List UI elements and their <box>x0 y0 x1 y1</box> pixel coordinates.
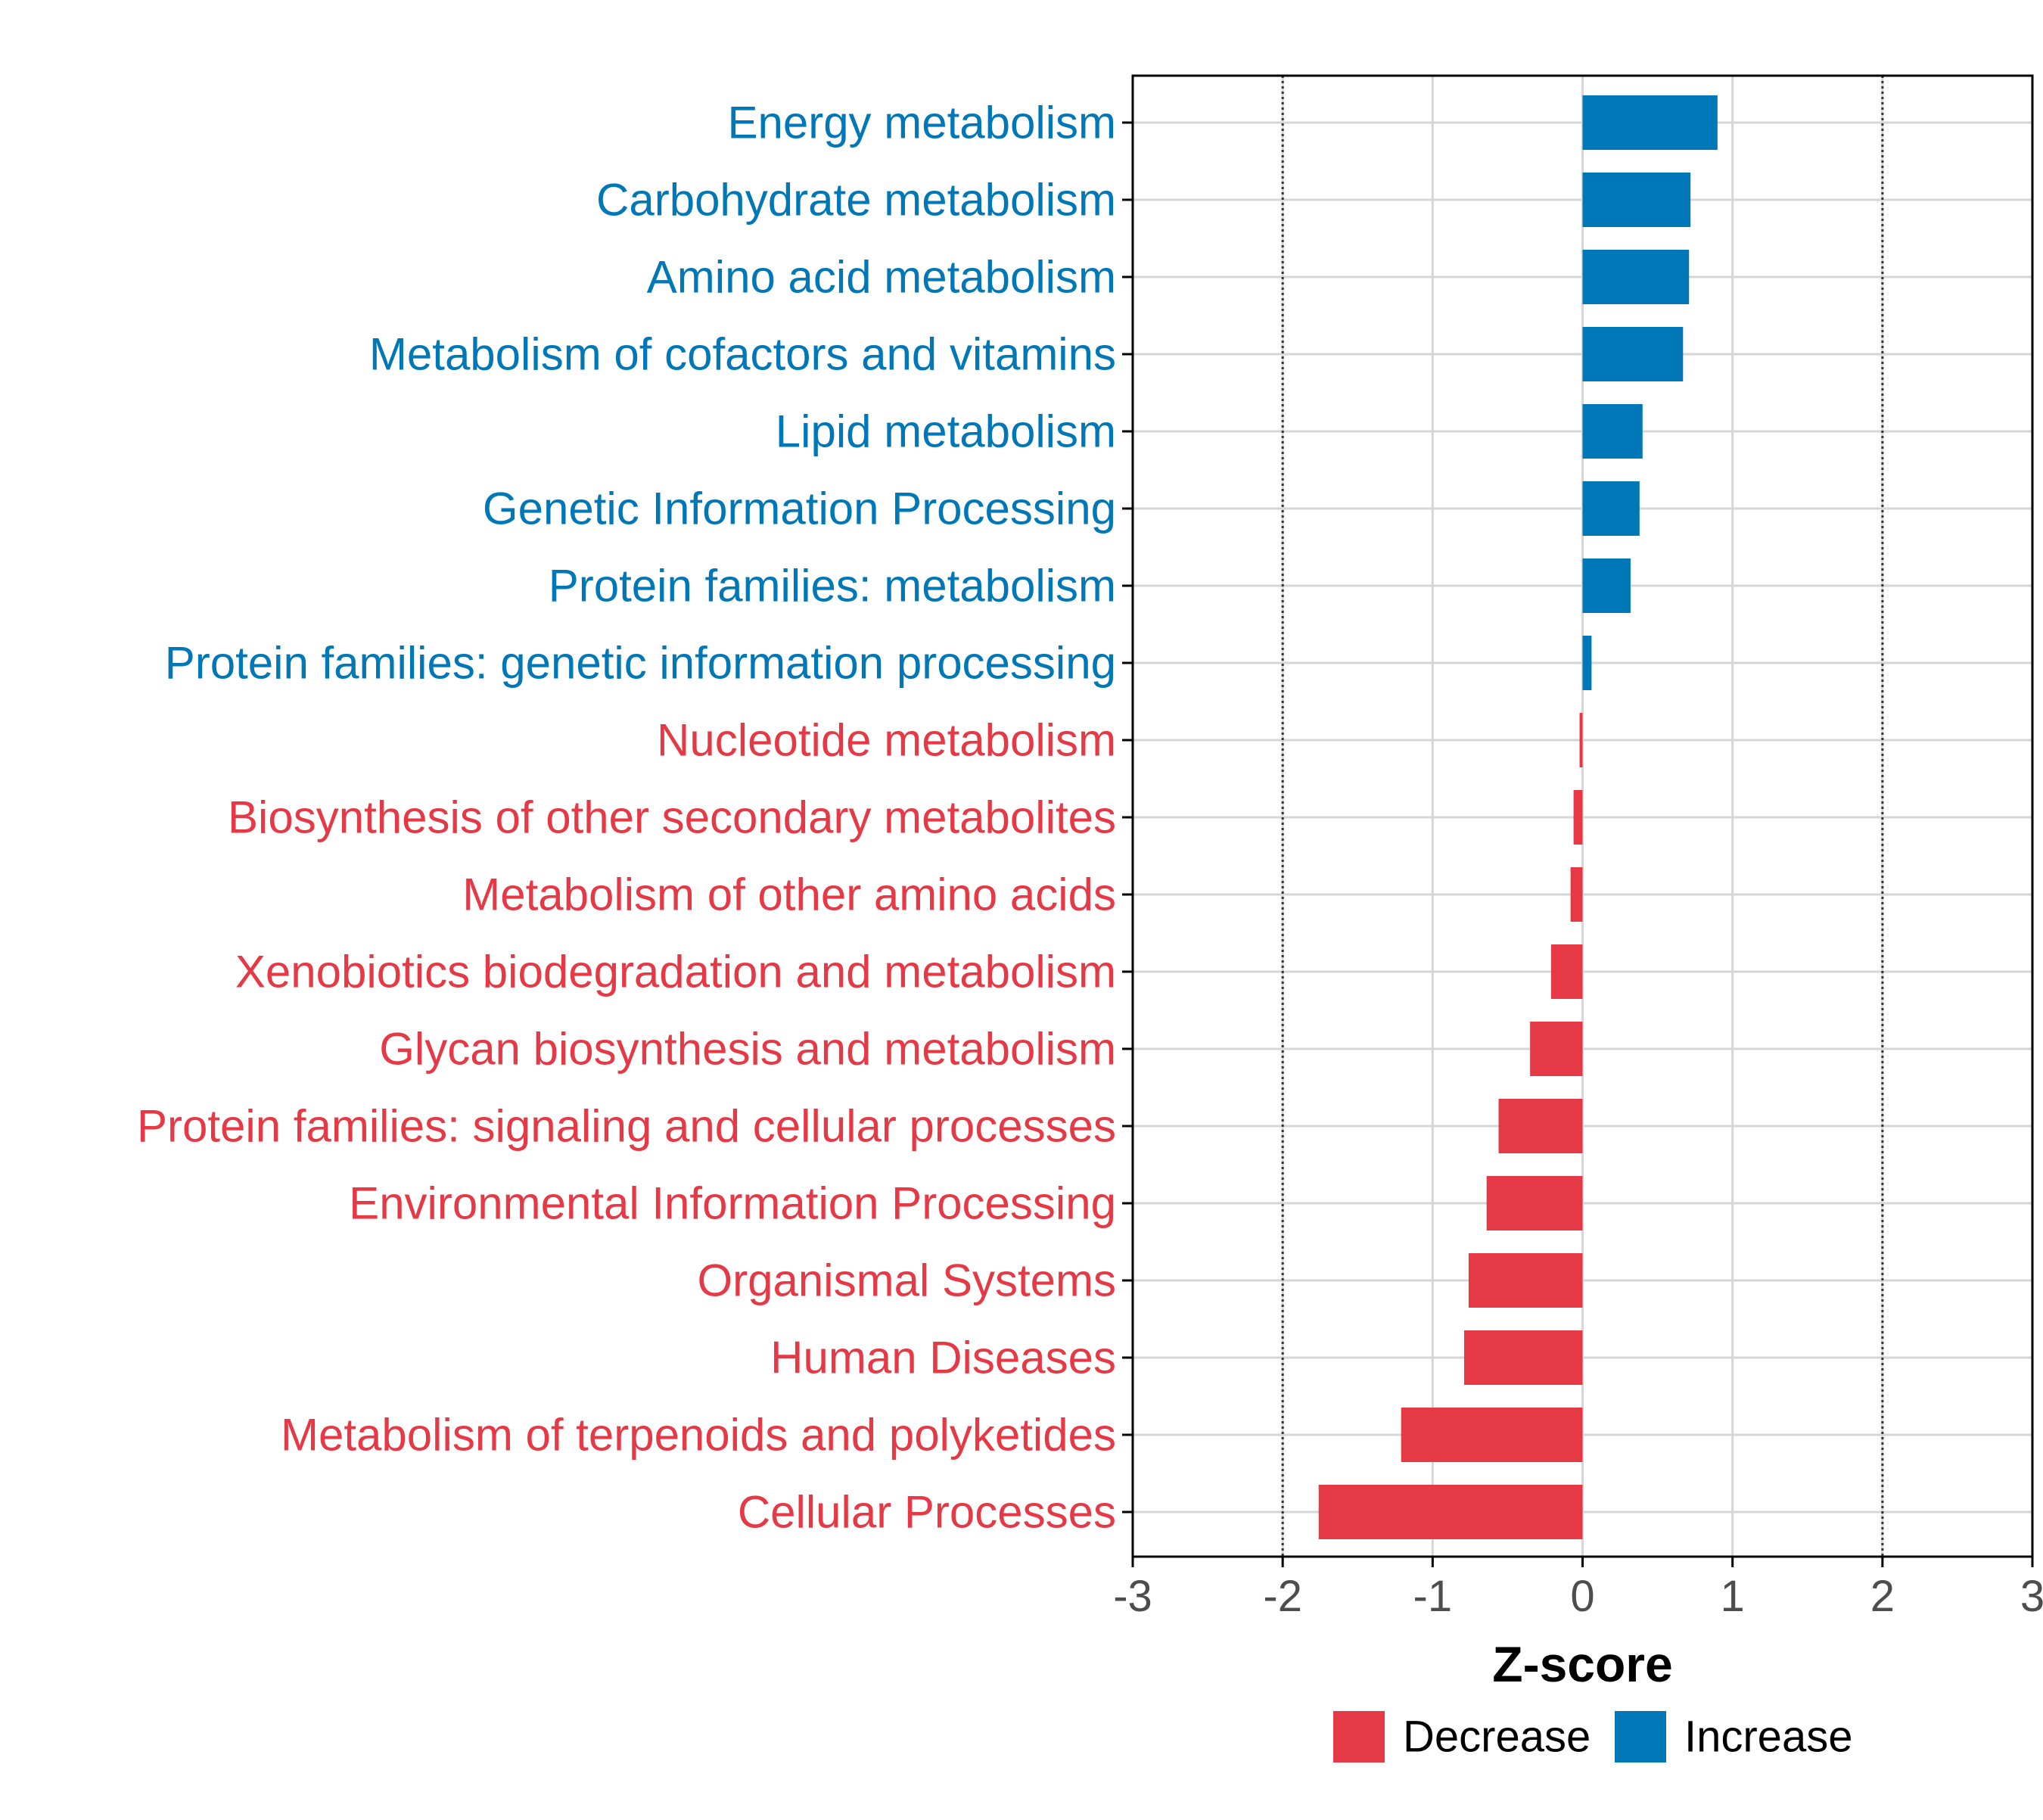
y-tick-label: Energy metabolism <box>727 98 1116 148</box>
bar <box>1486 1176 1583 1230</box>
x-tick-label: 3 <box>2020 1572 2043 1621</box>
bar <box>1582 404 1643 459</box>
bar <box>1582 636 1592 690</box>
bar <box>1401 1408 1583 1462</box>
bars <box>1318 95 1718 1539</box>
x-tick-label: 1 <box>1721 1572 1745 1621</box>
y-tick-label: Environmental Information Processing <box>349 1178 1116 1229</box>
y-tick-label: Organismal Systems <box>698 1255 1116 1306</box>
bar <box>1582 95 1718 150</box>
y-tick-label: Biosynthesis of other secondary metaboli… <box>228 792 1116 843</box>
y-axis: Energy metabolism Carbohydrate metabolism… <box>137 98 1133 1538</box>
y-tick-label: Cellular Processes <box>738 1487 1116 1538</box>
bar <box>1318 1485 1583 1539</box>
y-tick-label: Carbohydrate metabolism <box>596 175 1116 226</box>
bar <box>1579 713 1583 767</box>
legend-label: Decrease <box>1403 1713 1591 1762</box>
bar <box>1582 327 1684 381</box>
bar <box>1468 1253 1583 1308</box>
x-tick-label: -2 <box>1263 1572 1302 1621</box>
legend-label: Increase <box>1684 1713 1852 1762</box>
y-tick-label: Human Diseases <box>770 1333 1116 1383</box>
y-tick-label: Protein families: genetic information pr… <box>165 638 1116 689</box>
bar <box>1570 867 1583 922</box>
legend: Decrease Increase <box>1333 1711 1852 1762</box>
bar <box>1582 250 1690 304</box>
x-tick-label: 2 <box>1870 1572 1895 1621</box>
legend-swatch <box>1615 1711 1666 1762</box>
bar <box>1530 1022 1583 1076</box>
x-tick-label: -3 <box>1113 1572 1152 1621</box>
x-axis-title: Z-score <box>1492 1636 1672 1692</box>
x-tick-label: -1 <box>1413 1572 1453 1621</box>
y-tick-label: Protein families: signaling and cellular… <box>137 1101 1116 1152</box>
bar <box>1550 944 1583 999</box>
bar <box>1582 173 1691 227</box>
y-tick-label: Nucleotide metabolism <box>657 715 1116 766</box>
legend-swatch <box>1333 1711 1385 1762</box>
y-tick-label: Metabolism of cofactors and vitamins <box>369 329 1116 380</box>
y-tick-label: Lipid metabolism <box>776 406 1116 457</box>
x-tick-label: 0 <box>1570 1572 1594 1621</box>
y-tick-label: Genetic Information Processing <box>483 484 1116 534</box>
y-tick-label: Metabolism of terpenoids and polyketides <box>281 1410 1116 1461</box>
y-tick-label: Xenobiotics biodegradation and metabolis… <box>235 947 1116 997</box>
bar <box>1573 790 1583 845</box>
y-tick-label: Glycan biosynthesis and metabolism <box>379 1024 1116 1075</box>
y-tick-label: Protein families: metabolism <box>549 561 1116 611</box>
y-tick-label: Metabolism of other amino acids <box>462 870 1116 920</box>
x-axis: -3 -2 -1 0 1 2 3 <box>1113 1557 2043 1621</box>
bar <box>1463 1330 1583 1385</box>
bar <box>1498 1099 1583 1153</box>
bar <box>1582 558 1631 613</box>
bar <box>1582 481 1640 536</box>
y-tick-label: Amino acid metabolism <box>647 252 1116 303</box>
